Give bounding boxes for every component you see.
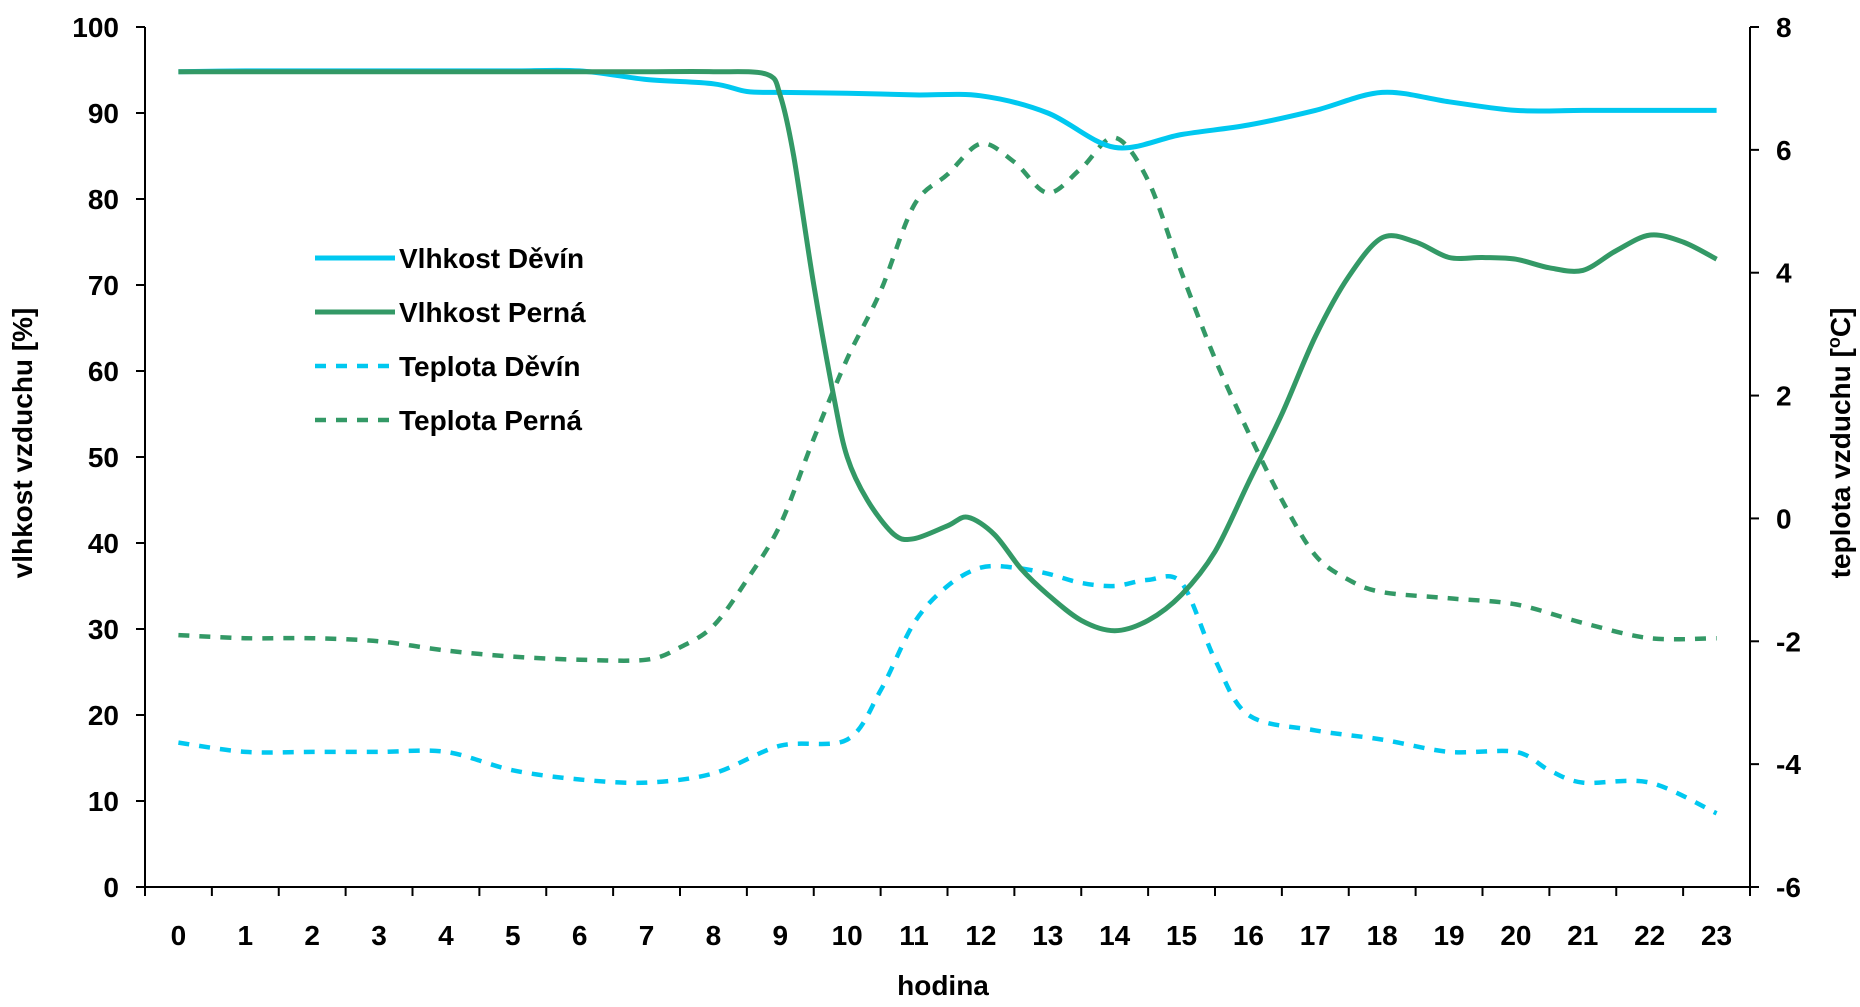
x-tick-label: 18 — [1367, 920, 1398, 951]
y-right-tick-label: 6 — [1776, 135, 1792, 166]
x-tick-label: 12 — [965, 920, 996, 951]
x-tick-label: 21 — [1567, 920, 1598, 951]
x-tick-label: 20 — [1500, 920, 1531, 951]
series-line-teplota-pern- — [178, 135, 1717, 663]
y-left-tick-label: 60 — [88, 356, 119, 387]
y-left-tick-label: 80 — [88, 184, 119, 215]
x-tick-label: 15 — [1166, 920, 1197, 951]
y-left-tick-label: 30 — [88, 614, 119, 645]
y-right-title-prefix: teplota vzduchu [ — [1825, 348, 1856, 578]
x-tick-label: 13 — [1032, 920, 1063, 951]
series-line-teplota-d-v-n — [178, 563, 1718, 816]
x-tick-label: 3 — [371, 920, 387, 951]
x-axis-title: hodina — [897, 970, 989, 1001]
x-tick-label: 8 — [706, 920, 722, 951]
x-tick-label: 17 — [1300, 920, 1331, 951]
x-tick-label: 11 — [899, 920, 929, 951]
x-tick-label: 2 — [304, 920, 320, 951]
y-right-axis-title: teplota vzduchu [oC] — [1824, 308, 1856, 579]
y-left-tick-label: 40 — [88, 528, 119, 559]
y-left-tick-label: 70 — [88, 270, 119, 301]
series-line-vlhkost-pern- — [178, 69, 1718, 634]
y-right-title-sup: o — [1824, 337, 1844, 348]
x-tick-label: 22 — [1634, 920, 1665, 951]
y-left-tick-label: 20 — [88, 700, 119, 731]
y-right-title-suffix: C] — [1825, 308, 1856, 338]
x-tick-label: 16 — [1233, 920, 1264, 951]
x-tick-label: 10 — [832, 920, 863, 951]
y-left-tick-label: 10 — [88, 786, 119, 817]
y-right-tick-label: 4 — [1776, 258, 1792, 289]
y-left-tick-label: 90 — [88, 98, 119, 129]
legend: Vlhkost Děvín Vlhkost Perná Teplota Děvín T… — [315, 243, 586, 436]
legend-label: Vlhkost Perná — [399, 297, 586, 328]
y-left-tick-label: 50 — [88, 442, 119, 473]
x-tick-label: 14 — [1099, 920, 1131, 951]
y-left-axis-title: vlhkost vzduchu [%] — [7, 308, 38, 579]
y-left-tick-label: 0 — [103, 872, 119, 903]
series-layer — [178, 67, 1718, 816]
y-left-tick-label: 100 — [72, 12, 119, 43]
x-tick-label: 19 — [1433, 920, 1464, 951]
x-tick-label: 6 — [572, 920, 588, 951]
x-tick-label: 5 — [505, 920, 521, 951]
y-right-tick-label: 0 — [1776, 503, 1792, 534]
legend-label: Teplota Děvín — [399, 351, 581, 382]
y-right-tick-label: 2 — [1776, 381, 1792, 412]
series-line-vlhkost-d-v-n — [178, 67, 1717, 151]
y-right-tick-label: 8 — [1776, 12, 1792, 43]
y-right-tick-label: -4 — [1776, 749, 1801, 780]
x-tick-label: 0 — [171, 920, 187, 951]
x-tick-label: 23 — [1701, 920, 1732, 951]
legend-label: Vlhkost Děvín — [399, 243, 584, 274]
x-tick-label: 1 — [238, 920, 254, 951]
legend-label: Teplota Perná — [399, 405, 583, 436]
x-tick-label: 4 — [438, 920, 454, 951]
x-tick-label: 9 — [773, 920, 789, 951]
x-tick-label: 7 — [639, 920, 655, 951]
y-right-tick-label: -2 — [1776, 626, 1801, 657]
y-right-tick-label: -6 — [1776, 872, 1801, 903]
